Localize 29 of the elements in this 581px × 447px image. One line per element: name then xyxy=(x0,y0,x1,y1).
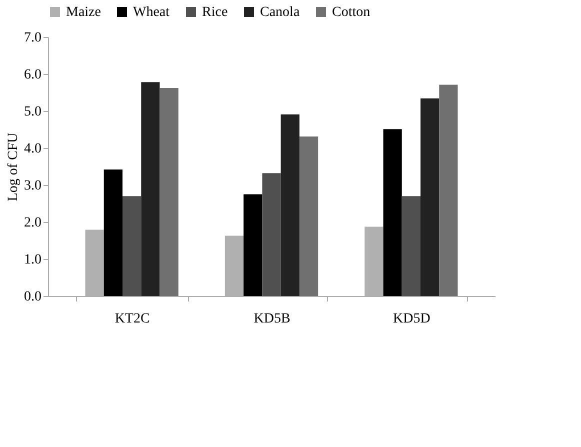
y-tick-label: 1.0 xyxy=(24,252,42,268)
x-tick-label: KD5D xyxy=(393,312,430,326)
bar xyxy=(244,194,262,296)
y-tick-label: 6.0 xyxy=(24,68,42,82)
y-tick-label: 5.0 xyxy=(24,104,42,120)
bar xyxy=(439,84,458,296)
bar xyxy=(280,114,300,296)
bar xyxy=(160,88,178,296)
legend-label: Cotton xyxy=(332,5,370,20)
y-tick-label: 3.0 xyxy=(24,178,42,194)
y-tick-label: 7.0 xyxy=(24,30,42,46)
legend-label: Wheat xyxy=(133,5,170,20)
y-tick-label: 2.0 xyxy=(24,216,42,230)
bar xyxy=(141,82,160,296)
bar xyxy=(262,173,281,296)
bar xyxy=(420,98,440,296)
bar xyxy=(122,196,142,296)
legend-label: Maize xyxy=(66,5,101,20)
y-tick-label: 0.0 xyxy=(24,290,42,304)
x-tick-label: KD5B xyxy=(254,312,290,326)
y-tick-label: 4.0 xyxy=(24,142,42,156)
y-axis-title: Log of CFU xyxy=(6,132,21,202)
legend-label: Rice xyxy=(202,5,228,20)
bar xyxy=(104,169,122,296)
x-tick-label: KT2C xyxy=(114,312,150,326)
legend-label: Canola xyxy=(260,5,300,20)
bar xyxy=(299,136,318,296)
bar xyxy=(402,196,420,296)
bar xyxy=(383,129,402,296)
